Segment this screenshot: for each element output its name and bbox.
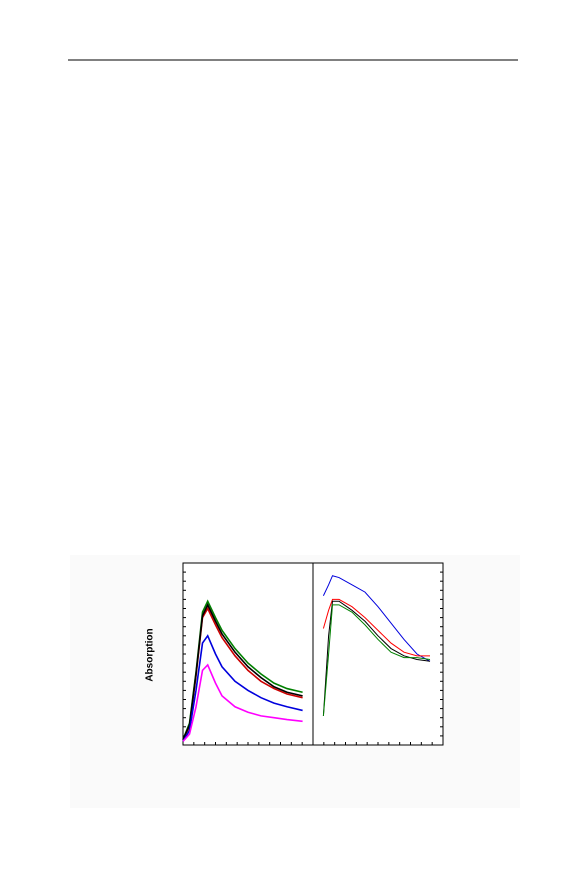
plot-frame	[182, 562, 314, 746]
plot-frame	[312, 562, 444, 746]
data-line	[322, 598, 430, 657]
data-line	[182, 602, 303, 740]
data-line	[322, 604, 431, 716]
data-line	[182, 663, 303, 742]
data-line	[322, 575, 431, 662]
data-line	[322, 600, 431, 716]
data-line	[182, 634, 303, 742]
y-axis-label: Absorption	[145, 628, 156, 681]
